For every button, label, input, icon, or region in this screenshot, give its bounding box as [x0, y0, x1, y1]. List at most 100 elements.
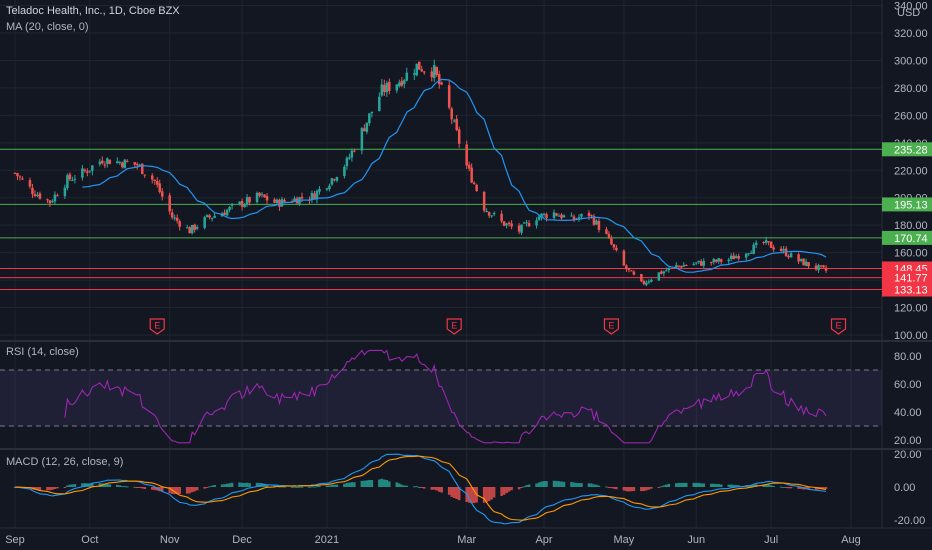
macd-histogram-bar [258, 482, 261, 487]
candle-body [33, 194, 37, 197]
candle-body [123, 159, 127, 169]
macd-histogram-bar [680, 482, 683, 487]
price-tick-label: 180.00 [894, 220, 928, 232]
level-badge[interactable] [882, 230, 932, 245]
macd-histogram-bar [273, 485, 276, 487]
candle-body [245, 197, 249, 205]
candle-body [350, 150, 354, 158]
rsi-tick-label: 20.00 [894, 435, 922, 447]
macd-signal-line [14, 455, 827, 521]
macd-histogram-bar [293, 486, 296, 488]
macd-histogram-bar [492, 487, 496, 498]
time-tick-label: Mar [457, 534, 476, 546]
macd-histogram-bar [562, 481, 566, 487]
macd-histogram-bar [133, 486, 137, 488]
macd-histogram-bar [487, 487, 491, 502]
macd-histogram-bar [727, 484, 730, 487]
level-badge[interactable] [882, 282, 932, 297]
level-badge[interactable] [882, 142, 932, 157]
macd-histogram-bar [298, 486, 301, 488]
candle-body [680, 266, 683, 268]
macd-histogram-bar [542, 480, 546, 487]
macd-histogram-bar [126, 486, 129, 488]
candle-body [190, 224, 194, 234]
candle-body [193, 224, 196, 230]
macd-histogram-bar [787, 487, 790, 489]
candle-body [328, 185, 331, 190]
price-tick-label: 300.00 [894, 55, 928, 67]
candle-body [762, 241, 765, 243]
earnings-marker[interactable]: E [446, 318, 462, 335]
candle-body [365, 122, 369, 132]
macd-histogram-bar [360, 480, 364, 487]
candle-body [749, 252, 753, 254]
candle-body [590, 215, 593, 217]
level-badge[interactable] [882, 197, 932, 212]
candle-body [545, 214, 548, 219]
macd-histogram-bar [208, 486, 211, 488]
macd-histogram-bar [595, 484, 598, 487]
macd-histogram-bar [692, 482, 696, 487]
horizontal-levels[interactable] [0, 148, 882, 291]
candle-body [223, 212, 226, 215]
macd-histogram-bar [193, 487, 196, 492]
macd-histogram-bar [48, 487, 52, 491]
candle-body [677, 265, 681, 267]
candle-body [507, 222, 511, 225]
level-badge[interactable] [882, 270, 932, 285]
macd-histogram-bar [315, 486, 319, 488]
earnings-marker[interactable]: E [603, 318, 620, 335]
rsi-tick-label: 60.00 [894, 379, 922, 391]
macd-histogram-bar [590, 483, 593, 487]
macd-histogram-bar [178, 487, 181, 495]
macd-histogram-bar [517, 487, 521, 490]
candle-body [363, 128, 366, 132]
macd-histogram-bar [784, 487, 788, 488]
macd-histogram-bar [625, 487, 628, 492]
candle-body [48, 200, 52, 204]
candle-body [160, 191, 164, 197]
ma-legend: MA (20, close, 0) [6, 21, 89, 33]
candle-body [455, 118, 458, 131]
macd-histogram-bar [552, 480, 556, 487]
candle-body [255, 192, 259, 203]
candle-body [767, 241, 770, 243]
macd-histogram-bar [213, 485, 216, 487]
candle-body [597, 220, 601, 230]
candle-body [667, 267, 671, 271]
earnings-badge-label: E [608, 321, 614, 331]
candle-body [682, 265, 686, 267]
candle-body [822, 265, 825, 268]
macd-histogram-bar [732, 484, 735, 487]
macd-histogram-bar [555, 480, 558, 487]
macd-histogram-bar [779, 486, 783, 488]
macd-histogram-bar [116, 484, 119, 487]
macd-histogram-bar [380, 478, 384, 487]
macd-histogram-bar [403, 485, 406, 487]
rsi-tick-label: 40.00 [894, 407, 922, 419]
earnings-marker[interactable]: E [149, 318, 165, 335]
macd-histogram-bar [657, 487, 661, 488]
candle-body [450, 108, 453, 120]
macd-histogram-bar [398, 483, 401, 487]
macd-histogram-bar [450, 487, 453, 497]
macd-histogram-bar [749, 485, 753, 487]
candle-body [522, 222, 526, 224]
candle-body [188, 227, 191, 234]
candle-body [570, 215, 573, 217]
earnings-marker[interactable]: E [830, 318, 847, 335]
candle-body [772, 247, 775, 250]
macd-histogram-bar [430, 487, 434, 490]
time-axis[interactable]: Sep Oct Nov Dec 2021 Mar Apr May Jun Jul Aug [5, 534, 861, 546]
price-axis[interactable]: 340.00320.00300.00280.00260.00240.00220.… [882, 1, 932, 342]
rsi-tick-label: 80.00 [894, 351, 922, 363]
candle-body [56, 195, 59, 197]
macd-line [14, 453, 827, 525]
candle-body [747, 253, 750, 255]
candle-body [432, 65, 436, 79]
candle-body [490, 215, 493, 217]
candle-body [225, 209, 229, 216]
candle-body [695, 262, 698, 264]
